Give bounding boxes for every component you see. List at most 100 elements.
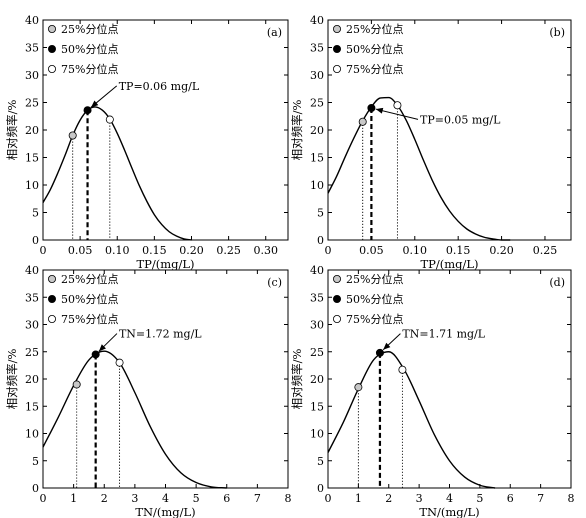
x-tick-label: 0.05: [359, 244, 384, 257]
panel-label: (c): [267, 276, 282, 289]
y-tick-label: 40: [25, 264, 39, 277]
x-axis-label: TN/(mg/L): [419, 505, 479, 518]
x-tick-label: 7: [537, 492, 544, 505]
panel-label: (b): [549, 26, 565, 39]
y-tick-label: 10: [310, 179, 324, 192]
legend-marker: [332, 65, 341, 74]
legend-label: 75%分位点: [346, 62, 403, 76]
x-tick-label: 0.25: [216, 244, 241, 257]
quantile-75-marker: [398, 365, 407, 374]
y-tick-label: 35: [25, 291, 39, 304]
legend-label: 50%分位点: [61, 292, 118, 306]
y-tick-label: 0: [317, 482, 324, 495]
y-tick-label: 35: [310, 291, 324, 304]
x-tick-label: 0.05: [68, 244, 93, 257]
legend-label: 50%分位点: [346, 292, 403, 306]
quantile-50-marker: [367, 104, 376, 113]
chart-panel-b: 0 0.05 0.10 0.15 0.20 0.25 0 5 10 15 20 25 30 35 40 TP/…: [290, 14, 572, 271]
y-axis-label: 相对频率/%: [5, 100, 19, 161]
panel-label: (a): [267, 26, 282, 39]
x-tick-label: 4: [446, 492, 453, 505]
x-tick-label: 0.25: [533, 244, 558, 257]
legend-label: 50%分位点: [346, 42, 403, 56]
x-tick-label: 1: [70, 492, 77, 505]
y-axis-label: 相对频率/%: [290, 349, 304, 410]
y-tick-label: 5: [32, 455, 39, 468]
quantile-25-marker: [354, 383, 363, 392]
legend-label: 75%分位点: [61, 312, 118, 326]
annotation-arrowhead: [383, 342, 391, 350]
x-axis-label: TN/(mg/L): [135, 505, 195, 518]
legend-marker: [332, 45, 341, 54]
quantile-75-marker: [115, 358, 124, 367]
legend-label: 25%分位点: [61, 22, 118, 36]
y-tick-label: 40: [25, 14, 39, 27]
y-tick-label: 35: [310, 42, 324, 55]
y-axis-label: 相对频率/%: [5, 349, 19, 410]
x-tick-label: 2: [385, 492, 392, 505]
chart-panel-d: 0 1 2 3 4 5 6 7 8 0 5 10 15 20 25 30 35 40 TN/(mg/L) 相对频率/%…: [290, 264, 575, 518]
y-tick-label: 40: [310, 264, 324, 277]
y-tick-label: 25: [25, 346, 39, 359]
x-tick-label: 0: [325, 492, 332, 505]
y-tick-label: 25: [310, 346, 324, 359]
density-curve: [42, 106, 192, 241]
x-axis-label: TP/(mg/L): [420, 257, 478, 271]
y-tick-label: 25: [310, 97, 324, 110]
density-curve: [327, 96, 511, 241]
quantile-75-marker: [105, 115, 114, 124]
x-tick-label: 4: [162, 492, 169, 505]
x-tick-label: 2: [101, 492, 108, 505]
annotation-arrow: [375, 108, 419, 120]
x-tick-label: 3: [131, 492, 138, 505]
legend-marker: [48, 45, 57, 54]
x-tick-label: 0.15: [142, 244, 167, 257]
y-tick-label: 10: [25, 179, 39, 192]
x-tick-label: 5: [193, 492, 200, 505]
y-tick-label: 10: [310, 428, 324, 441]
x-tick-label: 0.10: [403, 244, 428, 257]
x-tick-label: 0.20: [489, 244, 514, 257]
x-tick-label: 0: [325, 244, 332, 257]
x-tick-label: 0.30: [253, 244, 278, 257]
legend-label: 75%分位点: [346, 312, 403, 326]
x-tick-label: 0: [40, 492, 47, 505]
annotation-arrowhead: [375, 107, 384, 114]
x-tick-label: 5: [476, 492, 483, 505]
x-tick-label: 0.15: [446, 244, 471, 257]
annotation-text: TP=0.06 mg/L: [119, 80, 200, 93]
y-tick-label: 15: [310, 400, 324, 413]
chart-panel-a: 0 0.05 0.10 0.15 0.20 0.25 0.30 0 5 10 15 20 25 30 35 4…: [5, 14, 289, 271]
y-tick-label: 15: [310, 152, 324, 165]
y-tick-label: 15: [25, 400, 39, 413]
quantile-25-marker: [358, 117, 367, 126]
y-tick-label: 0: [317, 234, 324, 247]
annotation-arrowhead: [98, 344, 106, 352]
y-tick-label: 30: [25, 319, 39, 332]
chart-panel-c: 0 1 2 3 4 5 6 7 8 0 5 10 15 20 25 30 35 40 TN/(mg/L) 相对频率/%…: [5, 264, 292, 518]
quantile-50-marker: [375, 348, 384, 357]
x-axis-label: TP/(mg/L): [136, 257, 194, 271]
y-tick-label: 5: [317, 207, 324, 220]
y-tick-label: 20: [25, 373, 39, 386]
legend-label: 50%分位点: [61, 42, 118, 56]
panel-label: (d): [549, 276, 565, 289]
x-tick-label: 8: [285, 492, 292, 505]
x-tick-label: 6: [507, 492, 514, 505]
y-axis-label: 相对频率/%: [290, 100, 304, 161]
legend-label: 25%分位点: [346, 22, 403, 36]
y-tick-label: 20: [25, 124, 39, 137]
y-tick-label: 15: [25, 152, 39, 165]
legend-marker: [48, 24, 57, 33]
legend-label: 25%分位点: [61, 272, 118, 286]
legend-label: 75%分位点: [61, 62, 118, 76]
quantile-25-marker: [72, 380, 81, 389]
y-tick-label: 5: [317, 455, 324, 468]
legend-marker: [48, 274, 57, 283]
y-tick-label: 0: [32, 234, 39, 247]
annotation-text: TP=0.05 mg/L: [420, 113, 501, 126]
legend-marker: [48, 294, 57, 303]
y-tick-label: 30: [25, 69, 39, 82]
y-tick-label: 20: [310, 124, 324, 137]
y-tick-label: 25: [25, 97, 39, 110]
